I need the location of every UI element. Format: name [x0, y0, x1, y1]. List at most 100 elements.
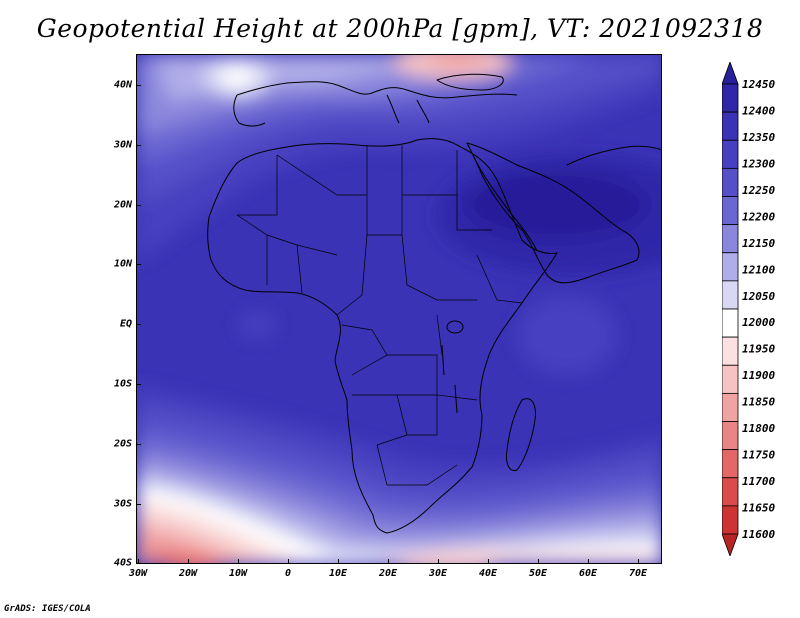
band-south-12000	[137, 487, 661, 563]
south-atlantic-low-core	[162, 557, 222, 563]
lon-tick-label: 40E	[478, 568, 498, 579]
madagascar-coastline	[506, 398, 536, 472]
lat-tick-label: 20N	[113, 199, 132, 211]
lon-tick	[388, 559, 389, 564]
colorbar-swatch	[722, 421, 739, 451]
border-12	[436, 314, 443, 356]
colorbar-swatch	[722, 392, 739, 422]
black-sea-coastline	[436, 73, 504, 91]
colorbar-label: 11950	[742, 343, 775, 356]
lat-tick-label: 20S	[113, 438, 132, 450]
colorbar-swatch	[722, 139, 739, 169]
lat-tick	[136, 503, 141, 505]
lon-tick	[338, 559, 339, 564]
lon-tick-label: 10E	[328, 568, 348, 579]
lat-tick-label: 10S	[113, 378, 132, 390]
lon-tick-label: 20W	[178, 568, 198, 579]
lat-tick-label: 30N	[113, 139, 132, 151]
iberia-coastline	[233, 94, 266, 127]
north-atlantic-low-12000	[219, 66, 255, 88]
lon-tick	[138, 559, 139, 564]
border-16	[236, 214, 338, 256]
lon-tick	[188, 559, 189, 564]
border-7	[336, 234, 368, 316]
border-11	[387, 354, 478, 401]
border-14	[397, 394, 438, 436]
gulf-of-guinea-cell	[239, 311, 275, 339]
contour-bands	[137, 55, 661, 563]
colorbar-top-arrow	[722, 62, 739, 85]
colorbar-swatch	[722, 224, 739, 254]
colorbar-swatch	[722, 196, 739, 226]
lat-tick	[136, 384, 141, 385]
lat-tick	[136, 324, 141, 326]
colorbar-label: 12000	[742, 316, 775, 329]
colorbar-swatch	[722, 364, 739, 394]
lat-tick	[136, 85, 141, 86]
colorbar-swatch	[722, 308, 739, 338]
asia-coastline	[566, 145, 661, 166]
colorbar-label: 11850	[742, 396, 775, 409]
colorbar-label: 12450	[742, 78, 775, 91]
colorbar-label: 12200	[742, 210, 775, 223]
lat-tick	[136, 204, 141, 206]
arabian-high-core-12450	[467, 170, 647, 240]
greece-coastline	[416, 99, 430, 124]
lon-tick	[538, 559, 539, 564]
lake-victoria	[446, 320, 464, 334]
colorbar-swatch	[722, 280, 739, 310]
country-borders	[236, 145, 523, 486]
colorbar-label: 12100	[742, 263, 775, 276]
colorbar-label: 11900	[742, 369, 775, 382]
lon-tick	[438, 559, 439, 564]
colorbar-label: 12300	[742, 157, 775, 170]
colorbar-label: 11700	[742, 475, 775, 488]
italy-coastline	[386, 94, 400, 124]
lat-tick	[136, 264, 141, 266]
lat-tick-label: 40S	[113, 557, 132, 569]
colorbar-swatch	[722, 167, 739, 197]
lon-tick	[238, 559, 239, 564]
europe-coastline	[236, 81, 518, 99]
southern-indian-low-core	[398, 557, 496, 563]
colorbar-bottom-arrow	[722, 533, 739, 556]
colorbar-label: 12400	[742, 104, 775, 117]
colorbar: 12450 12400 12350 12300 12250 12200 12150 12100…	[722, 62, 775, 556]
border-9	[476, 254, 523, 304]
border-13	[352, 394, 408, 446]
lakes	[441, 320, 464, 414]
lon-tick-label: 20E	[378, 568, 398, 579]
colorbar-swatch	[722, 477, 739, 507]
colorbar-label: 11750	[742, 449, 775, 462]
lake-tanganyika	[441, 344, 445, 376]
border-15	[376, 444, 458, 486]
lat-tick	[136, 144, 141, 146]
lon-tick-label: 50E	[528, 568, 548, 579]
lat-tick-label: 10N	[113, 258, 132, 270]
colorbar-swatch	[722, 449, 739, 479]
lon-tick	[288, 559, 289, 564]
colorbar-swatch	[722, 505, 739, 535]
lon-tick-label: 0	[284, 568, 292, 579]
map-plot-area	[136, 54, 662, 564]
colorbar-label: 11600	[742, 528, 775, 541]
lat-tick-label: 30S	[113, 498, 132, 510]
colorbar-swatch	[722, 336, 739, 366]
lon-tick-label: 60E	[578, 568, 598, 579]
colorbar-label: 12250	[742, 184, 775, 197]
colorbar-swatch	[722, 252, 739, 282]
border-2	[276, 154, 368, 235]
lon-tick	[488, 559, 489, 564]
coastlines	[207, 73, 661, 534]
lat-tick-label: 40N	[113, 79, 132, 91]
colorbar-swatch	[722, 83, 739, 113]
grads-credit: GrADS: IGES/COLA	[4, 604, 91, 614]
colorbar-label: 12350	[742, 131, 775, 144]
height-field-map	[137, 55, 661, 563]
arabia-coastline	[466, 142, 640, 284]
indian-ocean-cell	[517, 295, 617, 375]
red-sea-coastline	[471, 152, 538, 252]
colorbar-label: 12150	[742, 237, 775, 250]
lon-tick	[588, 559, 589, 564]
colorbar-swatch	[722, 111, 739, 141]
